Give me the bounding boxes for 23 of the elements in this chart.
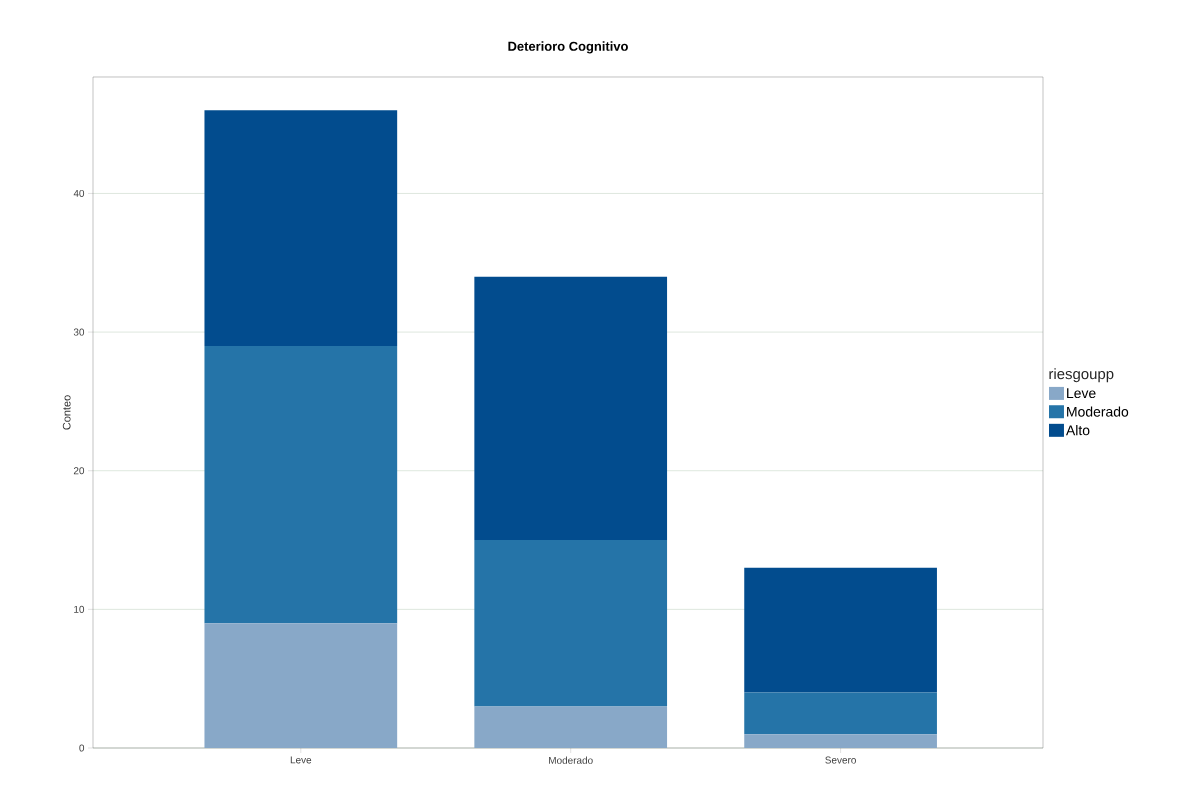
- bar: [744, 567, 937, 693]
- y-tick-label: 30: [73, 328, 85, 336]
- y-tick-label: 10: [74, 605, 85, 613]
- x-tick-label: Moderado: [549, 756, 593, 764]
- bar: [204, 623, 398, 748]
- legend-label: Alto: [1065, 425, 1090, 436]
- legend-title: riesgoupp: [1049, 368, 1114, 383]
- bar: [474, 276, 668, 541]
- bar: [474, 540, 668, 707]
- y-axis-title: Conteo: [62, 395, 71, 430]
- chart-title: Deterioro Cognitivo: [508, 41, 628, 54]
- y-tick-label: 0: [79, 744, 85, 752]
- bar: [474, 706, 668, 748]
- legend-label: Leve: [1067, 388, 1096, 399]
- bar: [744, 734, 937, 748]
- bar: [204, 345, 398, 624]
- bar: [204, 110, 398, 346]
- bar: [744, 692, 937, 735]
- y-tick-label: 20: [73, 467, 85, 475]
- legend-label: Moderado: [1067, 406, 1129, 417]
- y-tick-label: 40: [73, 189, 85, 197]
- x-tick-label: Severo: [825, 756, 856, 764]
- x-tick-label: Leve: [290, 756, 312, 764]
